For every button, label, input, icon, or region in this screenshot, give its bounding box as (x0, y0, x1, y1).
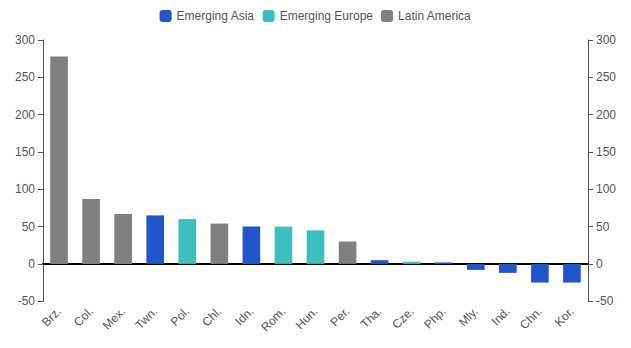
svg-text:100: 100 (15, 182, 35, 196)
svg-text:0: 0 (596, 257, 603, 271)
svg-text:150: 150 (15, 145, 35, 159)
svg-text:Mly.: Mly. (456, 304, 481, 329)
svg-text:Kor.: Kor. (552, 304, 577, 329)
svg-text:Pol.: Pol. (168, 304, 193, 329)
svg-text:250: 250 (596, 70, 616, 84)
svg-text:Tha.: Tha. (358, 304, 385, 331)
svg-text:Per.: Per. (328, 304, 353, 329)
svg-text:200: 200 (596, 108, 616, 122)
svg-text:100: 100 (596, 182, 616, 196)
svg-text:Php.: Php. (421, 304, 448, 331)
svg-text:Chn.: Chn. (517, 304, 545, 332)
svg-text:-50: -50 (18, 294, 36, 308)
svg-text:Ind.: Ind. (489, 304, 513, 328)
svg-text:Twn.: Twn. (132, 304, 160, 332)
svg-text:Brz.: Brz. (39, 304, 64, 329)
svg-text:150: 150 (596, 145, 616, 159)
svg-text:50: 50 (596, 220, 610, 234)
svg-text:Mex.: Mex. (100, 304, 128, 332)
svg-text:Emerging Asia: Emerging Asia (177, 9, 255, 23)
svg-text:Idn.: Idn. (232, 304, 256, 328)
svg-text:0: 0 (28, 257, 35, 271)
svg-text:Latin America: Latin America (398, 9, 471, 23)
svg-text:Col.: Col. (71, 304, 96, 329)
svg-text:Rom.: Rom. (258, 304, 288, 334)
svg-text:200: 200 (15, 108, 35, 122)
svg-text:300: 300 (596, 33, 616, 47)
svg-text:-50: -50 (596, 294, 614, 308)
svg-text:250: 250 (15, 70, 35, 84)
svg-text:Cze.: Cze. (389, 304, 416, 331)
svg-text:Chl.: Chl. (199, 304, 224, 329)
svg-text:300: 300 (15, 33, 35, 47)
svg-text:Hun.: Hun. (293, 304, 321, 332)
svg-text:Emerging Europe: Emerging Europe (280, 9, 374, 23)
svg-text:50: 50 (22, 220, 36, 234)
